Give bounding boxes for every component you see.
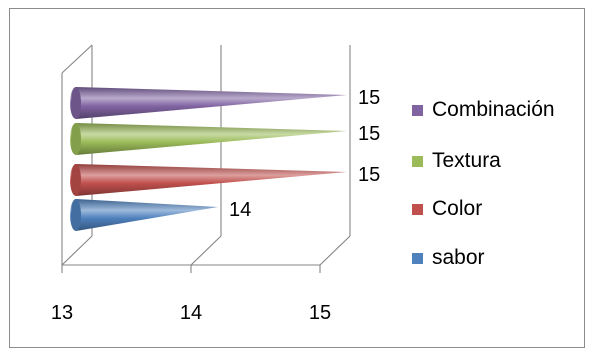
- chart-labels: 13 14 15 14 15 15 15: [51, 87, 380, 324]
- legend-item-textura: Textura: [412, 149, 501, 173]
- floor-edge-2: [319, 235, 351, 266]
- cone-base-color: [71, 164, 81, 196]
- x-tick-label-1: 14: [180, 302, 202, 324]
- legend-swatch-textura: [412, 155, 423, 167]
- legend-label-sabor: sabor: [432, 246, 485, 269]
- x-tick-label-2: 15: [309, 302, 331, 324]
- cone-textura: [70, 123, 347, 155]
- legend-swatch-color: [412, 203, 423, 215]
- data-label-combinacion: 15: [358, 87, 380, 109]
- side-wall-top: [61, 44, 93, 74]
- cone-base-sabor: [71, 199, 81, 231]
- data-label-color: 15: [358, 164, 380, 186]
- legend-item-color: Color: [412, 197, 482, 221]
- floor-edge-0: [61, 235, 93, 266]
- legend-label-textura: Textura: [432, 149, 501, 172]
- floor-edge-1: [190, 235, 222, 266]
- legend-item-combinacion: Combinación: [412, 98, 555, 122]
- cone-combinacion: [70, 87, 347, 119]
- legend-swatch-combinacion: [412, 104, 423, 116]
- legend-item-sabor: sabor: [412, 246, 485, 270]
- legend-swatch-sabor: [412, 252, 423, 264]
- data-label-sabor: 14: [229, 199, 251, 221]
- data-label-textura: 15: [358, 123, 380, 145]
- cone-base-combinacion: [71, 87, 81, 119]
- cone-base-textura: [71, 123, 81, 155]
- cone-sabor: [70, 199, 218, 231]
- chart-walls: [61, 44, 351, 273]
- legend-label-combinacion: Combinación: [432, 98, 555, 121]
- x-tick-label-0: 13: [51, 302, 73, 324]
- cone-chart: 13 14 15 14 15 15 15: [51, 44, 380, 324]
- legend-label-color: Color: [432, 197, 483, 220]
- chart-frame: 13 14 15 14 15 15 15 Combinación Textura Color…: [9, 8, 585, 348]
- cone-color: [70, 164, 347, 196]
- chart-cones: [70, 87, 347, 231]
